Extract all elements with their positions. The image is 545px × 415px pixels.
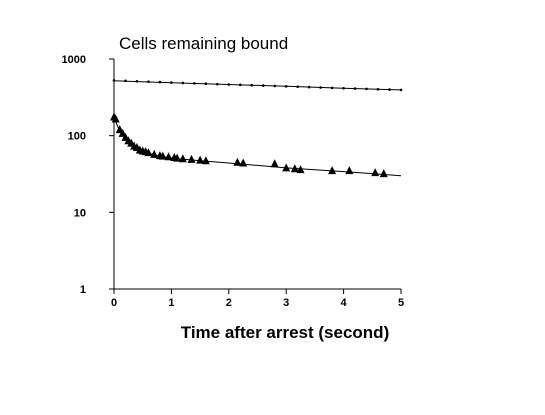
data-point-dot bbox=[227, 83, 231, 86]
data-point-dot bbox=[250, 83, 254, 87]
x-tick-label: 1 bbox=[168, 297, 174, 309]
data-point-triangle bbox=[201, 156, 210, 165]
y-tick-label: 10 bbox=[74, 207, 86, 219]
data-point-dot bbox=[204, 82, 208, 86]
axes: 0 1 2 3 4 5 1 10 100 1000 bbox=[62, 54, 405, 309]
series-2-fit-line bbox=[113, 116, 402, 177]
data-point-triangle bbox=[345, 166, 354, 175]
y-tick-label: 100 bbox=[68, 131, 86, 143]
data-point-dot bbox=[158, 80, 162, 84]
data-point-dot bbox=[376, 87, 380, 91]
data-point-dot bbox=[365, 87, 368, 91]
data-point-triangle bbox=[178, 154, 187, 163]
data-point-triangle bbox=[196, 155, 205, 164]
x-tick-label: 0 bbox=[111, 297, 117, 309]
data-point-dot bbox=[319, 86, 322, 89]
data-point-triangle bbox=[270, 159, 279, 168]
data-point-dot bbox=[296, 85, 299, 89]
x-axis-label: Time after arrest (second) bbox=[181, 323, 389, 342]
data-point-dot bbox=[193, 82, 196, 85]
data-point-triangle bbox=[187, 154, 196, 163]
data-point-triangle bbox=[111, 114, 120, 123]
series-1-fit-line bbox=[113, 80, 402, 91]
x-tick-label: 2 bbox=[226, 297, 232, 309]
data-point-dot bbox=[147, 80, 150, 83]
data-point-triangle bbox=[144, 148, 153, 157]
data-point-dot bbox=[388, 88, 391, 91]
data-point-dot bbox=[330, 86, 334, 90]
data-point-dot bbox=[181, 81, 185, 85]
data-point-dot bbox=[216, 82, 219, 86]
data-point-dot bbox=[261, 84, 265, 87]
data-point-dot bbox=[112, 79, 116, 82]
data-point-triangle bbox=[173, 153, 182, 162]
data-point-dot bbox=[284, 85, 288, 88]
data-point-dot bbox=[124, 79, 127, 83]
series-layer bbox=[110, 79, 403, 178]
y-tick-label: 1 bbox=[80, 284, 86, 296]
y-tick-label: 1000 bbox=[62, 54, 86, 66]
data-point-triangle bbox=[379, 169, 388, 178]
data-point-triangle bbox=[371, 168, 380, 177]
data-point-dot bbox=[307, 85, 311, 89]
data-point-triangle bbox=[282, 163, 291, 172]
data-point-dot bbox=[399, 88, 403, 92]
data-point-triangle bbox=[164, 152, 173, 161]
data-point-dot bbox=[342, 86, 345, 90]
data-point-triangle bbox=[290, 164, 299, 173]
data-point-dot bbox=[135, 79, 139, 83]
data-point-dot bbox=[273, 84, 277, 88]
data-point-triangle bbox=[233, 157, 242, 166]
data-point-triangle bbox=[296, 165, 305, 174]
x-tick-label: 3 bbox=[283, 297, 289, 309]
data-point-dot bbox=[238, 83, 242, 87]
data-point-dot bbox=[353, 87, 357, 90]
data-point-triangle bbox=[239, 158, 248, 167]
chart-title: Cells remaining bound bbox=[119, 34, 288, 53]
data-point-triangle bbox=[158, 151, 167, 160]
x-tick-label: 5 bbox=[398, 297, 404, 309]
series-2 bbox=[110, 112, 402, 178]
data-point-triangle bbox=[328, 166, 337, 175]
series-1 bbox=[112, 79, 403, 92]
x-tick-label: 4 bbox=[341, 297, 348, 309]
data-point-dot bbox=[170, 81, 173, 84]
data-point-triangle bbox=[150, 149, 159, 158]
